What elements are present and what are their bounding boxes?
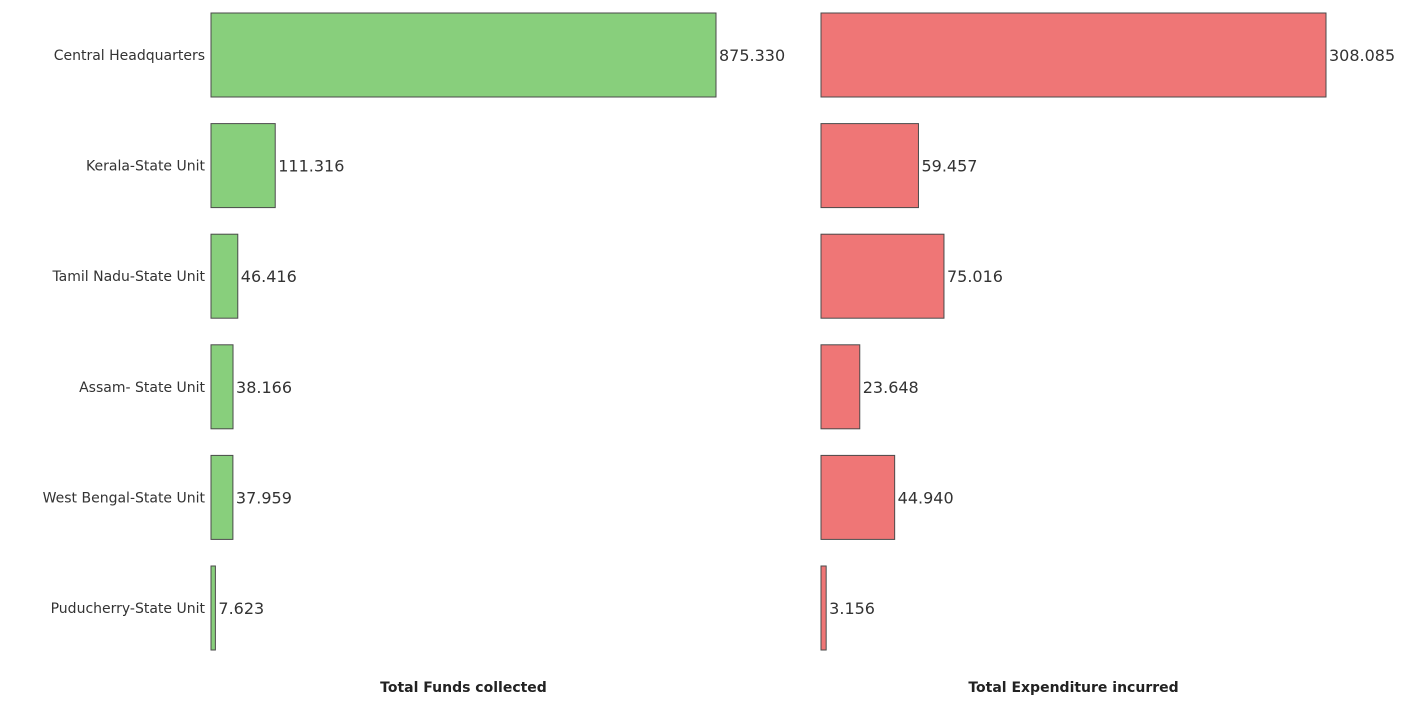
data-label: 7.623 — [218, 599, 264, 618]
category-label: Central Headquarters — [54, 48, 205, 64]
bar — [820, 454, 896, 540]
category-labels: Central Headquarters Kerala-State Unit Tam… — [43, 48, 206, 617]
axis-titles: Total Funds collected Total Expenditure i… — [380, 680, 1178, 696]
bar — [820, 123, 919, 209]
data-label: 38.166 — [236, 378, 292, 397]
bar — [820, 565, 827, 651]
category-label: Assam- State Unit — [79, 380, 205, 396]
category-label: Kerala-State Unit — [86, 159, 205, 175]
x-axis-title: Total Funds collected — [380, 680, 547, 696]
bar — [820, 12, 1327, 98]
x-axis-title: Total Expenditure incurred — [968, 680, 1178, 696]
data-label: 37.959 — [236, 488, 292, 507]
data-label: 59.457 — [921, 157, 977, 176]
bar — [820, 344, 861, 430]
data-label: 875.330 — [719, 46, 785, 65]
bar — [210, 233, 239, 319]
category-label: Puducherry-State Unit — [51, 601, 206, 617]
category-label: West Bengal-State Unit — [43, 490, 206, 506]
data-label: 3.156 — [829, 599, 875, 618]
bar — [210, 344, 234, 430]
data-label: 308.085 — [1329, 46, 1395, 65]
data-label: 46.416 — [241, 267, 297, 286]
data-label: 44.940 — [898, 488, 954, 507]
bar — [210, 454, 234, 540]
data-label: 75.016 — [947, 267, 1003, 286]
bar — [820, 233, 945, 319]
bar — [210, 12, 717, 98]
data-label: 23.648 — [863, 378, 919, 397]
panel-funds-collected: 875.330 111.316 46.416 38.166 37.959 7.623 — [210, 12, 785, 651]
category-label: Tamil Nadu-State Unit — [51, 269, 205, 285]
bar — [210, 123, 276, 209]
data-label: 111.316 — [278, 157, 344, 176]
panel-expenditure-incurred: 308.085 59.457 75.016 23.648 44.940 3.156 — [820, 12, 1395, 651]
bar — [210, 565, 216, 651]
